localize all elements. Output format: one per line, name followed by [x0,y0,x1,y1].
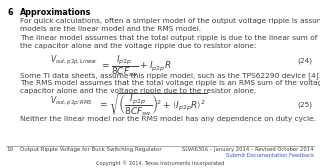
Text: (24): (24) [298,58,313,65]
Text: $V_{out,p2p,Linear}$: $V_{out,p2p,Linear}$ [50,54,99,67]
Text: $V_{out,p2p,RMS}$: $V_{out,p2p,RMS}$ [50,95,93,108]
Text: (25): (25) [298,101,313,108]
Text: 6: 6 [8,8,13,17]
Text: Copyright © 2014, Texas Instruments Incorporated: Copyright © 2014, Texas Instruments Inco… [96,160,224,166]
Text: Output Ripple Voltage for Buck Switching Regulator: Output Ripple Voltage for Buck Switching… [20,147,162,152]
Text: 10: 10 [6,147,13,152]
Text: Some TI data sheets, assume this ripple model, such as the TPS62290 device [4].: Some TI data sheets, assume this ripple … [20,72,320,79]
Text: Neither the linear model nor the RMS model has any dependence on duty cycle.: Neither the linear model nor the RMS mod… [20,116,316,122]
Text: $=\dfrac{I_{p2p}}{8CF_{sw}}+I_{p2p}R$: $=\dfrac{I_{p2p}}{8CF_{sw}}+I_{p2p}R$ [100,54,172,79]
Text: SLVA630A – January 2014 – Revised October 2014: SLVA630A – January 2014 – Revised Octobe… [182,147,314,152]
Text: $=\sqrt{\left(\dfrac{I_{p2p}}{8CF_{sw}}\right)^{\!2}+\left(I_{p2p}R\right)^{2}}$: $=\sqrt{\left(\dfrac{I_{p2p}}{8CF_{sw}}\… [98,92,208,119]
Text: Approximations: Approximations [20,8,92,17]
Text: The linear model assumes that the total output ripple is due to the linear sum o: The linear model assumes that the total … [20,35,320,49]
Text: The RMS model assumes that the total voltage ripple is an RMS sum of the voltage: The RMS model assumes that the total vol… [20,80,320,94]
Text: For quick calculations, often a simpler model of the output voltage ripple is as: For quick calculations, often a simpler … [20,18,320,32]
Text: Submit Documentation Feedback: Submit Documentation Feedback [226,153,314,158]
